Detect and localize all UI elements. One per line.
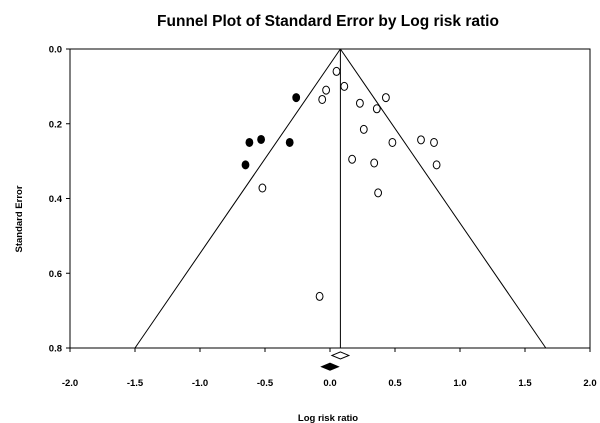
open-study-point [432, 160, 441, 170]
open-study-point [356, 98, 364, 108]
plot-area [69, 48, 591, 349]
y-tick-label: 0.0 [49, 45, 62, 56]
filled-study-point [285, 137, 294, 147]
open-study-point [318, 94, 327, 104]
filled-study-point [245, 137, 254, 147]
open-study-point [374, 188, 383, 198]
x-tick-label: -2.0 [62, 378, 78, 389]
y-tick-label: 0.6 [49, 269, 62, 280]
open-study-point [430, 137, 438, 147]
open-study-point [372, 104, 381, 114]
funnel-lines [134, 48, 547, 349]
x-tick-label: 1.5 [518, 378, 532, 389]
x-axis-ticks: -2.0 -1.5 -1.0 -0.5 0.0 0.5 1.0 1.5 2.0 [62, 348, 597, 389]
x-axis-label: Log risk ratio [298, 413, 358, 423]
x-tick-label: 0.0 [323, 378, 336, 389]
chart-title: Funnel Plot of Standard Error by Log ris… [157, 13, 499, 30]
open-study-point [332, 66, 341, 76]
x-tick-label: 0.5 [388, 378, 402, 389]
open-study-point [340, 81, 349, 91]
x-tick-label: -1.5 [127, 378, 144, 389]
open-study-point [370, 158, 379, 168]
y-tick-label: 0.8 [49, 344, 62, 355]
open-study-point [315, 291, 324, 301]
open-study-point [359, 124, 368, 134]
x-tick-label: -0.5 [257, 378, 274, 389]
open-summary-diamond [330, 351, 351, 360]
filled-study-point [292, 93, 301, 103]
filled-study-point [257, 134, 266, 144]
open-study-point [382, 93, 390, 103]
y-axis-ticks: 0.0 0.2 0.4 0.6 0.8 [49, 45, 70, 355]
summary-diamonds [320, 351, 351, 371]
y-tick-label: 0.2 [49, 119, 62, 130]
x-tick-label: 2.0 [583, 378, 596, 389]
filled-summary-diamond [320, 362, 340, 371]
filled-study-point [241, 160, 250, 170]
open-study-point [322, 85, 331, 95]
funnel-left-line [134, 48, 341, 349]
funnel-right-line [339, 48, 547, 349]
study-points [241, 66, 441, 301]
open-study-point [348, 154, 357, 164]
open-study-point [388, 137, 397, 147]
open-study-point [258, 183, 267, 193]
y-tick-label: 0.4 [49, 194, 63, 205]
open-study-point [417, 135, 425, 145]
x-tick-label: -1.0 [192, 378, 208, 389]
y-axis-label: Standard Error [14, 185, 25, 252]
x-tick-label: 1.0 [453, 378, 466, 389]
